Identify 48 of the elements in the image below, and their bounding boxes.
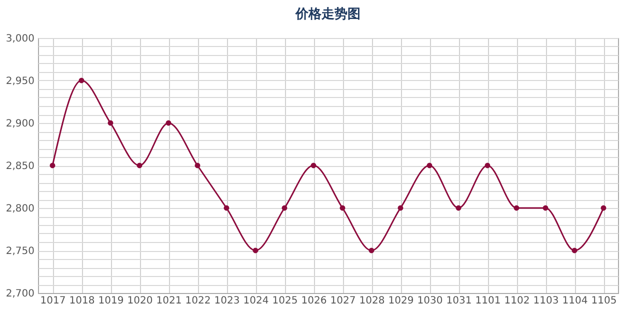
x-tick-label: 1030 [417,296,443,306]
y-tick-label: 3,000 [6,34,34,44]
point [426,162,432,168]
x-tick-label: 1102 [504,296,530,306]
point [572,248,578,254]
point [340,205,346,211]
point [484,162,490,168]
chart-title: 价格走势图 [294,6,360,22]
point [368,248,374,254]
point [78,78,84,84]
point [398,205,404,211]
x-tick-label: 1027 [330,296,356,306]
point [514,205,520,211]
x-tick-label: 1031 [446,296,472,306]
point [136,162,142,168]
x-tick-label: 1024 [243,296,269,306]
point [224,205,230,211]
x-tick-label: 1028 [359,296,385,306]
x-tick-label: 1018 [69,296,95,306]
point [166,120,172,126]
point [252,248,258,254]
x-tick-label: 1019 [98,296,124,306]
point [282,205,288,211]
y-tick-label: 2,850 [6,161,34,172]
point [50,162,56,168]
point [600,205,606,211]
x-tick-label: 1023 [214,296,240,306]
point [310,162,316,168]
x-tick-label: 1103 [533,296,559,306]
point [456,205,462,211]
y-tick-label: 2,800 [6,204,34,214]
x-tick-label: 1022 [185,296,211,306]
y-tick-label: 2,700 [6,288,34,300]
point [194,162,200,168]
x-tick-label: 1105 [591,296,617,306]
y-tick-label: 2,950 [6,76,34,87]
x-tick-label: 1104 [562,296,588,306]
x-tick-label: 1020 [127,296,153,306]
point [108,120,114,126]
x-tick-label: 1101 [475,296,501,306]
x-tick-label: 1025 [272,296,298,306]
y-tick-label: 2,750 [6,246,34,257]
x-tick-label: 1029 [388,296,414,306]
point [542,205,548,211]
x-tick-label: 1026 [301,296,327,306]
x-tick-label: 1021 [156,296,182,306]
y-tick-label: 2,900 [6,118,34,130]
x-tick-label: 1017 [40,296,66,306]
